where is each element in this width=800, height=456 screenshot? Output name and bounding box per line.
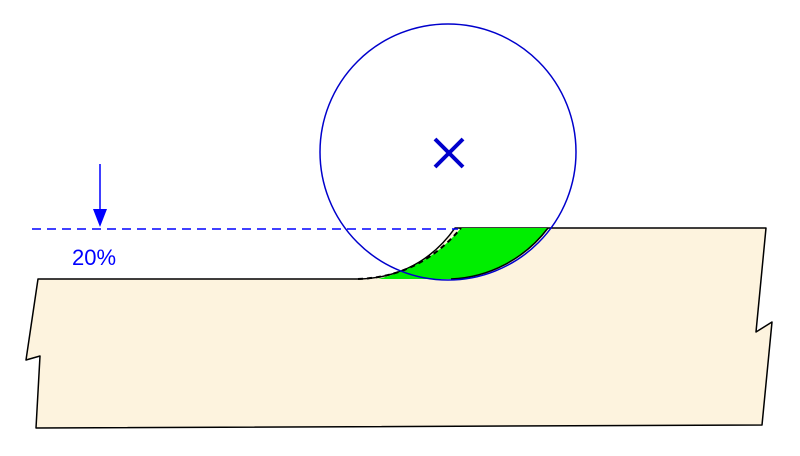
down-arrow-icon	[93, 164, 107, 227]
cutter-circle	[319, 23, 577, 281]
x-mark-icon	[433, 137, 465, 169]
removed-material-region	[378, 228, 548, 279]
original-edge-dashed	[357, 227, 462, 280]
depth-percentage-label: 20%	[72, 245, 116, 270]
groove-floor-edge	[450, 227, 549, 280]
workpiece-board	[25, 227, 773, 429]
